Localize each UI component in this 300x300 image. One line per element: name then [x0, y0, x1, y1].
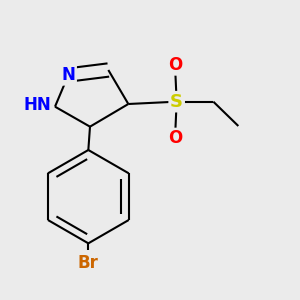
- Text: Br: Br: [78, 254, 99, 272]
- Text: HN: HN: [24, 96, 52, 114]
- Text: S: S: [170, 93, 183, 111]
- Text: N: N: [61, 66, 75, 84]
- Text: O: O: [168, 129, 182, 147]
- Text: O: O: [168, 56, 182, 74]
